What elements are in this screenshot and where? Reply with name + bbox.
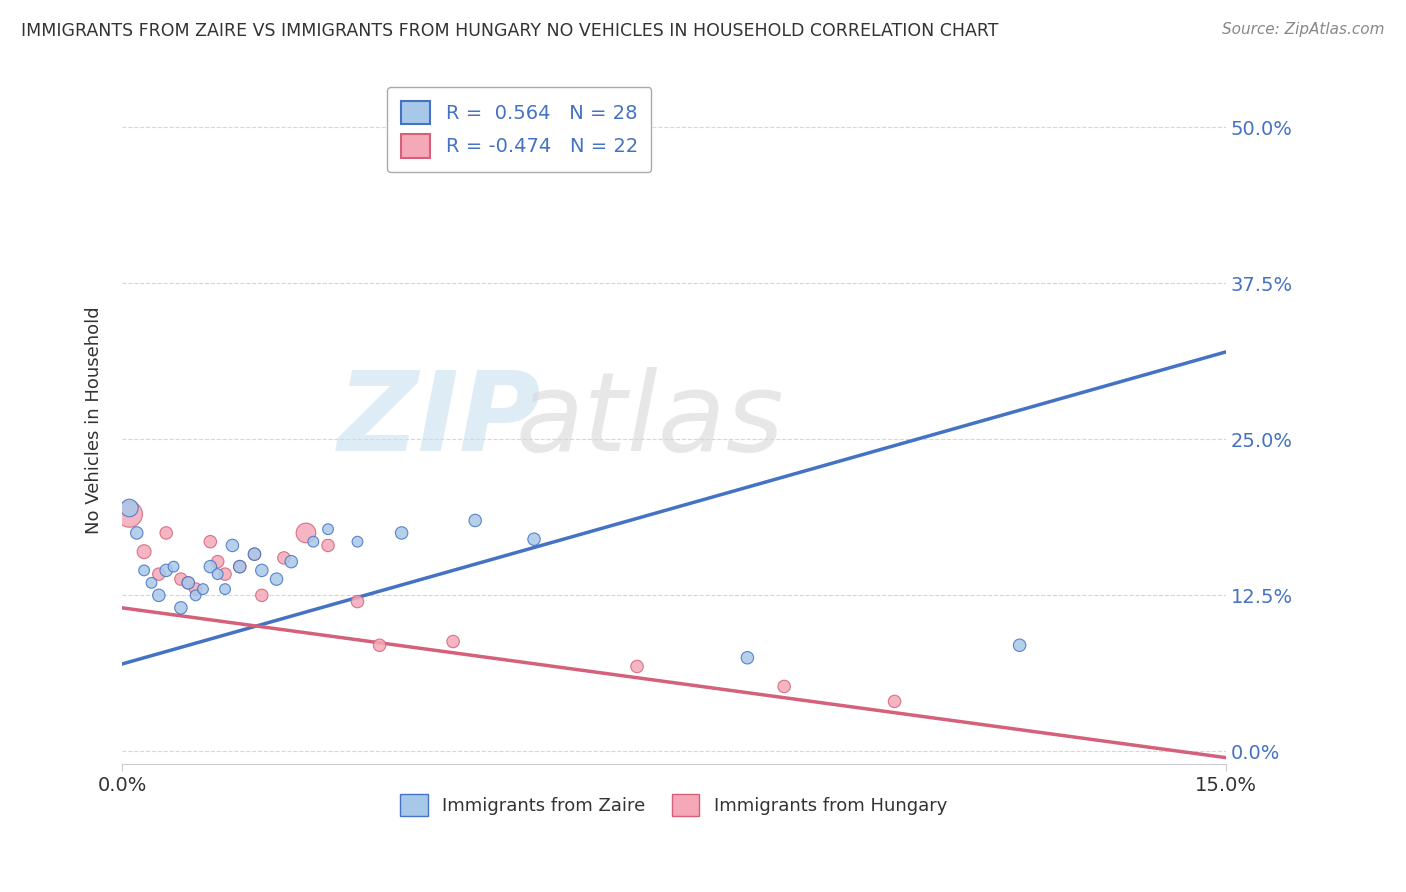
Point xyxy=(295,525,318,540)
Point xyxy=(273,550,295,565)
Point xyxy=(155,525,177,540)
Point xyxy=(250,563,273,577)
Point xyxy=(148,588,170,602)
Legend: Immigrants from Zaire, Immigrants from Hungary: Immigrants from Zaire, Immigrants from H… xyxy=(394,787,955,823)
Point xyxy=(1008,638,1031,652)
Point xyxy=(125,525,148,540)
Point xyxy=(177,575,200,590)
Point xyxy=(441,634,464,648)
Point xyxy=(243,547,266,561)
Point xyxy=(316,522,339,536)
Point xyxy=(229,559,252,574)
Point xyxy=(170,600,193,615)
Point xyxy=(229,559,252,574)
Point xyxy=(316,538,339,552)
Point xyxy=(207,555,229,569)
Text: ZIP: ZIP xyxy=(337,368,541,475)
Point xyxy=(134,544,156,558)
Point xyxy=(346,534,368,549)
Point xyxy=(118,500,141,515)
Point xyxy=(207,567,229,582)
Point xyxy=(883,694,905,708)
Point xyxy=(368,638,391,652)
Point xyxy=(177,575,200,590)
Point xyxy=(523,532,546,546)
Point xyxy=(184,582,207,596)
Point xyxy=(626,659,648,673)
Text: atlas: atlas xyxy=(516,368,785,475)
Point xyxy=(148,567,170,582)
Point xyxy=(243,547,266,561)
Point xyxy=(737,650,759,665)
Point xyxy=(134,563,156,577)
Point xyxy=(155,563,177,577)
Point xyxy=(162,559,184,574)
Point xyxy=(773,680,796,694)
Point xyxy=(118,507,141,521)
Text: Source: ZipAtlas.com: Source: ZipAtlas.com xyxy=(1222,22,1385,37)
Point xyxy=(214,567,236,582)
Point xyxy=(250,588,273,602)
Point xyxy=(346,594,368,608)
Point xyxy=(302,534,325,549)
Point xyxy=(200,534,222,549)
Point xyxy=(214,582,236,596)
Point xyxy=(221,538,243,552)
Text: IMMIGRANTS FROM ZAIRE VS IMMIGRANTS FROM HUNGARY NO VEHICLES IN HOUSEHOLD CORREL: IMMIGRANTS FROM ZAIRE VS IMMIGRANTS FROM… xyxy=(21,22,998,40)
Point xyxy=(200,559,222,574)
Point xyxy=(391,525,413,540)
Point xyxy=(280,555,302,569)
Point xyxy=(191,582,214,596)
Point xyxy=(184,588,207,602)
Point xyxy=(170,572,193,586)
Point xyxy=(266,572,288,586)
Point xyxy=(141,575,163,590)
Point xyxy=(464,513,486,527)
Y-axis label: No Vehicles in Household: No Vehicles in Household xyxy=(86,307,103,534)
